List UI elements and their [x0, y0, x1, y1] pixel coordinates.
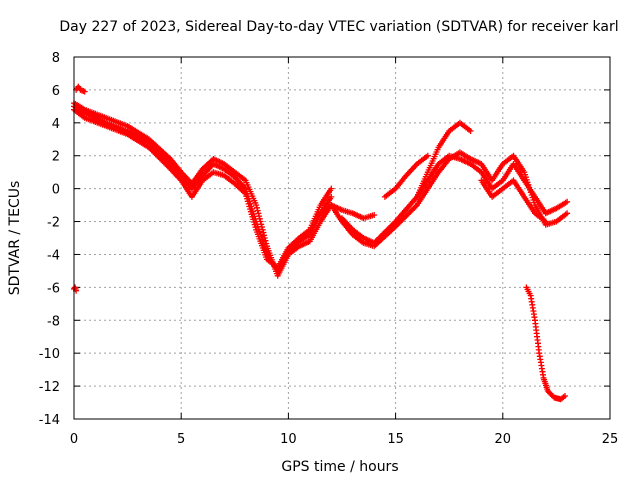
series-track-h [339, 152, 571, 246]
y-tick-label: -2 [47, 216, 60, 231]
data-marker-cluster [339, 152, 571, 246]
x-tick-label: 10 [280, 432, 297, 447]
data-points [71, 83, 571, 403]
data-marker-cluster [478, 177, 549, 225]
y-tick-label: -8 [47, 314, 60, 329]
data-marker-cluster [73, 83, 88, 95]
data-marker-cluster [523, 284, 568, 403]
y-tick-label: -4 [47, 248, 60, 263]
series-track-k [478, 177, 549, 225]
y-tick-label: 2 [52, 150, 60, 165]
axis-ticks: 0 5 10 15 20 25 -14 -12 -10 -8 -6 -4 -2 0 2 4 6 8 [39, 51, 619, 447]
series-track-j [414, 119, 474, 200]
chart-title: Day 227 of 2023, Sidereal Day-to-day VTE… [59, 19, 618, 35]
data-marker-cluster [381, 152, 431, 200]
y-tick-label: -14 [39, 413, 60, 428]
y-tick-label: 6 [52, 84, 60, 99]
series-track-e [71, 284, 80, 294]
series-track-d [73, 83, 88, 95]
x-tick-label: 5 [177, 432, 185, 447]
data-marker-cluster [71, 284, 80, 294]
x-tick-label: 15 [387, 432, 404, 447]
grid-lines [73, 56, 611, 420]
plot-frame [73, 56, 611, 420]
series-track-l [523, 284, 568, 403]
y-tick-label: -6 [47, 281, 60, 296]
series-track-i [381, 152, 431, 200]
y-tick-label: 8 [52, 51, 60, 66]
y-axis-label: SDTVAR / TECUs [7, 181, 23, 296]
y-tick-label: -12 [39, 380, 60, 395]
y-tick-label: 4 [52, 117, 60, 132]
series-track-g [328, 149, 571, 250]
x-tick-label: 0 [70, 432, 78, 447]
data-marker-cluster [414, 119, 474, 200]
x-axis-label: GPS time / hours [281, 459, 398, 475]
x-tick-label: 25 [602, 432, 619, 447]
x-tick-label: 20 [495, 432, 512, 447]
y-tick-label: -10 [39, 347, 60, 362]
data-marker-cluster [328, 149, 571, 250]
y-tick-label: 0 [52, 183, 60, 198]
